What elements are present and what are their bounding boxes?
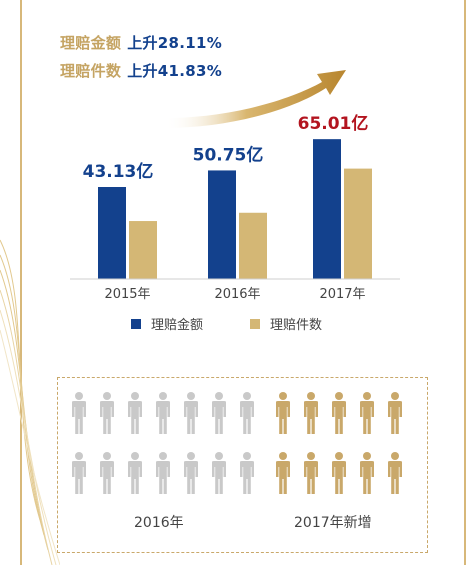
data-label-amount-1: 50.75亿 (193, 144, 264, 165)
person-icon-2016-4 (184, 392, 198, 434)
person-icon-2017-new-6 (304, 452, 318, 494)
person-icon-2016-8 (100, 452, 114, 494)
person-icon-2017-new-5 (276, 452, 290, 494)
person-icon-2016-5 (212, 392, 226, 434)
person-icon-2017-new-0 (276, 392, 290, 434)
person-icon-2016-13 (240, 452, 254, 494)
x-tick-label-0: 2015年 (104, 287, 150, 302)
person-icon-2016-2 (128, 392, 142, 434)
left-frame-line (20, 0, 22, 565)
person-icon-2017-new-1 (304, 392, 318, 434)
people-comparison-panel (57, 377, 428, 553)
count-change-value: 上升41.83% (127, 62, 223, 80)
legend-amount: 理赔金额 (131, 314, 203, 333)
bar-count-0 (129, 221, 157, 279)
person-icon-2017-new-7 (332, 452, 346, 494)
legend-count: 理赔件数 (250, 314, 322, 333)
person-icon-2017-new-2 (332, 392, 346, 434)
amount-change-value: 上升28.11% (127, 34, 223, 52)
person-icon-2016-11 (184, 452, 198, 494)
person-icon-2016-12 (212, 452, 226, 494)
bar-amount-1 (208, 170, 236, 279)
data-label-amount-0: 43.13亿 (83, 161, 154, 182)
person-icon-2016-1 (100, 392, 114, 434)
legend-count-label: 理赔件数 (270, 318, 323, 333)
person-icon-2016-3 (156, 392, 170, 434)
person-icon-2017-new-3 (360, 392, 374, 434)
bar-amount-2 (313, 139, 341, 279)
data-label-amount-2: 65.01亿 (298, 113, 369, 134)
x-tick-label-2: 2017年 (319, 287, 365, 302)
amount-change-label: 理赔金额 (60, 34, 122, 52)
legend-amount-swatch (131, 318, 141, 329)
bar-count-2 (344, 168, 372, 279)
amount-change-headline: 理赔金额 上升28.11% (60, 32, 222, 53)
count-change-headline: 理赔件数 上升41.83% (60, 60, 222, 81)
person-icon-2016-0 (72, 392, 86, 434)
person-icon-2017-new-4 (388, 392, 402, 434)
bar-amount-0 (98, 187, 126, 279)
x-tick-label-1: 2016年 (214, 287, 260, 302)
legend-count-swatch (250, 318, 260, 329)
group-2016-label: 2016年 (134, 515, 184, 531)
person-icon-2016-9 (128, 452, 142, 494)
decorative-gold-lines (0, 239, 60, 565)
person-icon-2016-6 (240, 392, 254, 434)
person-icon-2017-new-8 (360, 452, 374, 494)
person-icon-2016-10 (156, 452, 170, 494)
person-icon-2017-new-9 (388, 452, 402, 494)
count-change-label: 理赔件数 (60, 62, 122, 80)
claims-bar-chart: 43.13亿 50.75亿 65.01亿 2015年 2016年 2017年 (70, 70, 400, 302)
legend-amount-label: 理赔金额 (151, 318, 204, 333)
bar-count-1 (239, 212, 267, 279)
person-icon-2016-7 (72, 452, 86, 494)
growth-arrow-icon (165, 70, 346, 128)
group-2017-new-label: 2017年新增 (294, 515, 372, 531)
right-frame-line (464, 0, 466, 565)
